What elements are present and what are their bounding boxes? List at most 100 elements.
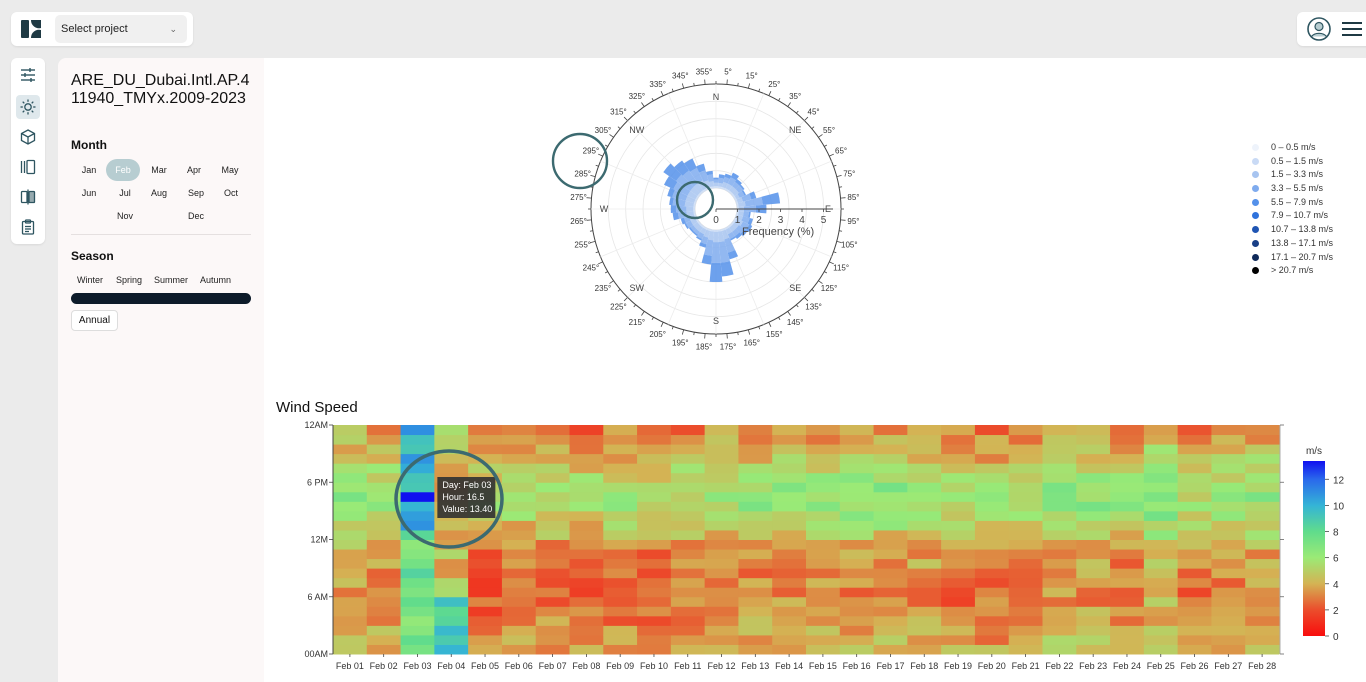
heatmap-cell[interactable]: [468, 587, 503, 598]
heatmap-cell[interactable]: [704, 625, 739, 636]
heatmap-cell[interactable]: [1177, 644, 1212, 655]
heatmap-cell[interactable]: [501, 510, 537, 521]
heatmap-cell[interactable]: [806, 520, 841, 531]
heatmap-cell[interactable]: [569, 606, 604, 617]
heatmap-cell[interactable]: [670, 425, 706, 436]
heatmap-cell[interactable]: [941, 463, 976, 474]
heatmap-cell[interactable]: [569, 644, 604, 655]
rose-wedge[interactable]: [676, 174, 694, 191]
heatmap-cell[interactable]: [907, 501, 942, 512]
heatmap-cell[interactable]: [670, 615, 706, 626]
rose-wedge[interactable]: [718, 241, 730, 263]
heatmap-cell[interactable]: [1211, 453, 1246, 464]
heatmap-cell[interactable]: [806, 625, 841, 636]
rose-wedge[interactable]: [693, 207, 696, 211]
heatmap-cell[interactable]: [603, 539, 638, 550]
heatmap-cell[interactable]: [806, 615, 841, 626]
heatmap-cell[interactable]: [569, 615, 604, 626]
rose-wedge[interactable]: [672, 212, 679, 221]
rose-wedge[interactable]: [730, 192, 735, 197]
rose-wedge[interactable]: [735, 232, 742, 239]
heatmap-cell[interactable]: [569, 453, 604, 464]
heatmap-cell[interactable]: [1245, 529, 1280, 540]
heatmap-cell[interactable]: [468, 577, 503, 588]
compare-icon[interactable]: [16, 185, 40, 209]
heatmap-cell[interactable]: [1042, 606, 1077, 617]
heatmap-cell[interactable]: [670, 520, 706, 531]
heatmap-cell[interactable]: [839, 549, 875, 560]
rose-wedge[interactable]: [732, 189, 739, 196]
heatmap-cell[interactable]: [400, 577, 435, 588]
heatmap-cell[interactable]: [434, 434, 469, 445]
heatmap-cell[interactable]: [873, 491, 908, 502]
heatmap-cell[interactable]: [704, 596, 739, 607]
rose-wedge[interactable]: [728, 223, 733, 228]
heatmap-cell[interactable]: [1245, 444, 1280, 455]
rose-wedge[interactable]: [708, 181, 715, 188]
heatmap-cell[interactable]: [941, 596, 976, 607]
rose-wedge[interactable]: [686, 210, 695, 217]
heatmap-cell[interactable]: [974, 568, 1010, 579]
month-may[interactable]: May: [221, 165, 239, 175]
heatmap-cell[interactable]: [907, 491, 942, 502]
heatmap-cell[interactable]: [434, 529, 469, 540]
heatmap-cell[interactable]: [569, 625, 604, 636]
heatmap-cell[interactable]: [333, 558, 368, 569]
heatmap-cell[interactable]: [873, 472, 908, 483]
heatmap-cell[interactable]: [366, 634, 402, 645]
heatmap-cell[interactable]: [603, 501, 638, 512]
heatmap-cell[interactable]: [1042, 434, 1077, 445]
heatmap-cell[interactable]: [603, 510, 638, 521]
heatmap-cell[interactable]: [1008, 634, 1043, 645]
heatmap-cell[interactable]: [974, 501, 1010, 512]
heatmap-cell[interactable]: [974, 520, 1010, 531]
heatmap-cell[interactable]: [501, 425, 537, 436]
heatmap-cell[interactable]: [1143, 644, 1179, 655]
heatmap-cell[interactable]: [772, 482, 807, 493]
heatmap-cell[interactable]: [1110, 463, 1145, 474]
heatmap-cell[interactable]: [738, 625, 773, 636]
heatmap-cell[interactable]: [1008, 625, 1043, 636]
heatmap-cell[interactable]: [333, 587, 368, 598]
heatmap-cell[interactable]: [806, 577, 841, 588]
rose-wedge[interactable]: [727, 177, 736, 187]
heatmap-cell[interactable]: [333, 520, 368, 531]
heatmap-cell[interactable]: [974, 539, 1010, 550]
heatmap-cell[interactable]: [468, 539, 503, 550]
heatmap-cell[interactable]: [1110, 615, 1145, 626]
heatmap-cell[interactable]: [333, 510, 368, 521]
heatmap-cell[interactable]: [704, 453, 739, 464]
heatmap-cell[interactable]: [806, 606, 841, 617]
heatmap-cell[interactable]: [501, 568, 537, 579]
heatmap-cell[interactable]: [907, 425, 942, 436]
heatmap-cell[interactable]: [535, 453, 570, 464]
heatmap-cell[interactable]: [1177, 463, 1212, 474]
project-select[interactable]: Select project ⌄: [55, 15, 187, 43]
heatmap-cell[interactable]: [974, 587, 1010, 598]
rose-wedge[interactable]: [693, 203, 696, 208]
heatmap-cell[interactable]: [907, 577, 942, 588]
heatmap-cell[interactable]: [501, 606, 537, 617]
rose-wedge[interactable]: [730, 172, 739, 181]
heatmap-cell[interactable]: [772, 587, 807, 598]
heatmap-cell[interactable]: [366, 577, 402, 588]
season-summer[interactable]: Summer: [154, 275, 189, 285]
heatmap-cell[interactable]: [333, 568, 368, 579]
rose-wedge[interactable]: [710, 229, 715, 232]
heatmap-cell[interactable]: [772, 549, 807, 560]
rose-wedge[interactable]: [734, 218, 743, 227]
rose-wedge[interactable]: [694, 199, 697, 204]
heatmap-cell[interactable]: [839, 520, 875, 531]
heatmap-cell[interactable]: [873, 596, 908, 607]
heatmap-cell[interactable]: [974, 529, 1010, 540]
heatmap-cell[interactable]: [569, 596, 604, 607]
rose-wedge[interactable]: [724, 226, 730, 230]
heatmap-cell[interactable]: [400, 644, 435, 655]
rose-wedge[interactable]: [714, 186, 718, 189]
rose-wedge[interactable]: [740, 221, 750, 230]
heatmap-cell[interactable]: [907, 434, 942, 445]
heatmap-cell[interactable]: [806, 491, 841, 502]
heatmap-cell[interactable]: [1211, 501, 1246, 512]
heatmap-cell[interactable]: [1177, 472, 1212, 483]
rose-wedge[interactable]: [736, 210, 739, 215]
